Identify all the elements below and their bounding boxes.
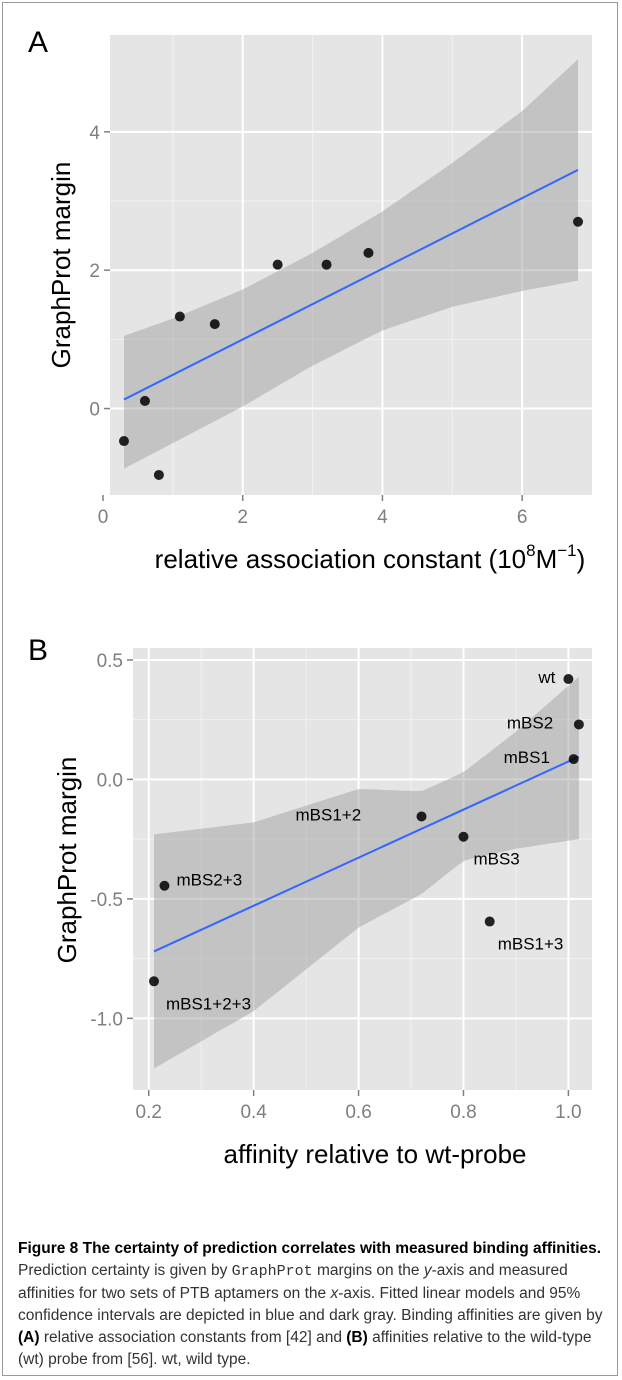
data-point [159, 880, 170, 891]
caption-text-1: Prediction certainty is given by [18, 1262, 232, 1279]
x-axis-label-part: relative association constant [155, 544, 489, 574]
x-tick-label: 6 [517, 507, 528, 528]
point-label: mBS2 [507, 713, 553, 732]
x-tick-label: 2 [237, 507, 248, 528]
caption-x-italic: x [330, 1285, 339, 1302]
caption-ref-a: (A) [18, 1329, 40, 1346]
data-point [363, 247, 374, 258]
x-tick-label: 0.6 [345, 1102, 371, 1123]
y-axis-label: GraphProt margin [46, 162, 76, 369]
data-point [174, 311, 185, 322]
chart-panel-a: 0 2 4 6 0 2 4 GraphProt margin relative associat… [46, 35, 592, 574]
caption-ref-b: (B) [346, 1329, 368, 1346]
x-tick-label: 0.8 [450, 1102, 476, 1123]
x-axis-label-part: ) [577, 544, 586, 574]
x-axis-label-part: −1 [557, 541, 576, 560]
fit-line [153, 755, 580, 953]
y-tick-label: 0.5 [97, 651, 123, 672]
data-point [272, 259, 283, 270]
data-point [458, 831, 469, 842]
confidence-band [154, 676, 579, 1069]
panel-letter-b: B [28, 634, 48, 667]
x-axis-label-part: (10 [489, 544, 527, 574]
data-point [139, 395, 150, 406]
data-point [573, 216, 584, 227]
caption-title: Figure 8 The certainty of prediction cor… [18, 1240, 602, 1257]
data-point [416, 811, 427, 822]
data-point [484, 916, 495, 927]
data-point [568, 754, 579, 765]
data-point [153, 469, 164, 480]
chart-panel-b: wt mBS2 mBS1 mBS1+2 mBS3 mBS2+3 mBS1+3 mBS1+2+3… [52, 648, 592, 1169]
panel-letter-a: A [28, 26, 48, 59]
x-tick-label: 4 [377, 507, 388, 528]
x-axis-label-part: 8 [526, 541, 535, 560]
x-axis-label: affinity relative to wt-probe [224, 1139, 527, 1169]
y-axis-label: GraphProt margin [52, 757, 82, 964]
point-label: mBS3 [473, 850, 519, 869]
caption-text-4: -axis. Fitted linear models and 95% conf… [18, 1285, 603, 1324]
caption-code: GraphProt [231, 1263, 313, 1280]
data-point [573, 719, 584, 730]
caption-text-3: -axis and measured affinities for two se… [18, 1262, 568, 1302]
confidence-band [124, 59, 578, 469]
x-tick-label: 1.0 [555, 1102, 581, 1123]
y-tick-label: -1.0 [90, 1009, 123, 1030]
figure-caption: Figure 8 The certainty of prediction cor… [18, 1238, 606, 1371]
data-point [118, 436, 129, 447]
caption-y-italic: y [423, 1262, 432, 1279]
point-label: mBS1+3 [498, 935, 564, 954]
data-point [209, 319, 220, 330]
fit-line [123, 168, 579, 401]
x-axis-label: relative association constant (108M−1) [155, 541, 586, 574]
x-axis-label-part: M [536, 544, 558, 574]
x-tick-label: 0 [98, 507, 109, 528]
data-point [563, 674, 574, 685]
data-point [321, 259, 332, 270]
point-label: mBS1+2 [296, 805, 362, 824]
y-tick-label: -0.5 [90, 890, 123, 911]
point-label: mBS1 [504, 748, 550, 767]
y-tick-label: 4 [89, 123, 100, 144]
caption-text-6: affinities relative to the wild-type (wt… [18, 1329, 592, 1368]
y-tick-label: 0 [89, 400, 100, 421]
data-point [148, 976, 159, 987]
y-tick-label: 2 [89, 261, 100, 282]
x-tick-label: 0.2 [136, 1102, 162, 1123]
point-label: mBS1+2+3 [166, 994, 251, 1013]
figure-charts: A B 0 2 4 6 0 2 4 GraphProt margin relative asso… [28, 26, 592, 1169]
caption-text-5: relative association constants from [42]… [39, 1329, 347, 1346]
x-tick-label: 0.4 [240, 1102, 267, 1123]
plot-background [110, 35, 592, 495]
caption-text-2: margins on the [312, 1262, 424, 1279]
y-tick-label: 0.0 [97, 770, 123, 791]
point-label: mBS2+3 [176, 871, 242, 890]
point-label: wt [537, 668, 555, 687]
